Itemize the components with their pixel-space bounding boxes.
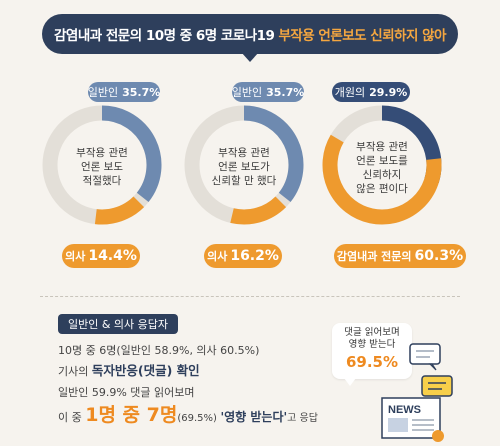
chart3-center-line: 신뢰하지 [362, 169, 402, 181]
survey-line4-big: 1명 중 7명 [85, 404, 178, 426]
chart1-top-pill: 일반인 35.7% [88, 82, 160, 102]
survey-line4-pct: (69.5%) [177, 413, 217, 424]
title-pointer [241, 52, 259, 62]
section-divider [40, 296, 460, 297]
chart2-arc-의사 [230, 196, 287, 225]
chart3-top-value: 29.9% [369, 85, 408, 99]
survey-line2: 기사의 독자반응(댓글) 확인 [58, 360, 200, 379]
chart2-bottom-name: 의사 [207, 250, 228, 263]
chart2-top-pill: 일반인 35.7% [232, 82, 304, 102]
survey-line4: 이 중 1명 중 7명(69.5%) '영향 받는다'고 응답 [58, 400, 318, 427]
title-part1: 감염내과 전문의 10명 중 6명 코로나19 [54, 28, 275, 44]
survey-line2-bold: 독자반응(댓글) 확인 [91, 363, 200, 378]
chart2-top-name: 일반인 [231, 86, 263, 99]
chart3-top-name: 개원의 [334, 86, 366, 99]
chart2-center-line: 부작용 관련 [218, 147, 270, 159]
news-illustration: NEWS [381, 343, 453, 442]
chart2-top-value: 35.7% [266, 85, 305, 99]
chart1-center-line: 적절했다 [82, 175, 122, 187]
bubble-text: 댓글 읽어보며 영향 받는다 [332, 323, 412, 351]
donut-charts [42, 105, 442, 225]
bubble-value: 69.5% [345, 353, 399, 371]
chart3-bottom-name: 감염내과 전문의 [336, 250, 412, 263]
survey-line2-pre: 기사의 [58, 365, 92, 378]
speech-bubble-yellow-icon [421, 375, 453, 397]
survey-line3: 일반인 59.9% 댓글 읽어보며 [58, 386, 195, 399]
news-label: NEWS [388, 404, 421, 416]
title-part2-highlight: 부작용 언론보도 신뢰하지 않아 [278, 28, 446, 44]
survey-line4-quote: '영향 받는다' [220, 410, 288, 424]
chart1-bottom-value: 14.4% [88, 248, 137, 264]
chart1-arc-의사 [94, 196, 145, 225]
bubble-text-line: 댓글 읽어보며 [344, 327, 400, 338]
comment-influence-bubble: 댓글 읽어보며 영향 받는다 69.5% [332, 323, 412, 386]
chart2-bottom-value: 16.2% [230, 248, 279, 264]
chart2-center-line: 신뢰할 만 했다 [211, 175, 277, 187]
chart3-top-pill: 개원의 29.9% [332, 82, 410, 102]
bubble-text-line: 영향 받는다 [348, 339, 396, 350]
chart1-top-name: 일반인 [87, 86, 119, 99]
chart1-center-line: 언론 보도 [81, 161, 123, 173]
survey-line4-pre: 이 중 [58, 411, 86, 424]
chart3-bottom-pill: 감염내과 전문의 60.3% [334, 244, 466, 268]
chart3-center-line: 않은 편이다 [356, 183, 408, 195]
title-banner: 감염내과 전문의 10명 중 6명 코로나19 부작용 언론보도 신뢰하지 않아 [42, 14, 458, 54]
chart2-bottom-pill: 의사 16.2% [204, 244, 282, 268]
chart1-bottom-name: 의사 [65, 250, 86, 263]
survey-line4-post: 고 응답 [287, 413, 318, 424]
chart1-arc-일반인 [101, 105, 162, 203]
newspaper-icon: NEWS [381, 397, 444, 442]
chart3-bottom-value: 60.3% [414, 248, 464, 264]
chart1-bottom-pill: 의사 14.4% [62, 244, 140, 268]
chart2-arc-일반인 [243, 105, 304, 203]
chart2-center-line: 언론 보도가 [218, 161, 270, 173]
speech-bubble-gray-icon [409, 343, 441, 371]
chart3-arc-감염내과 전문의 [322, 134, 442, 225]
respondent-label: 일반인 & 의사 응답자 [58, 314, 179, 334]
chart1-center-line: 부작용 관련 [76, 147, 128, 159]
chart1-top-value: 35.7% [122, 85, 161, 99]
survey-line1: 10명 중 6명(일반인 58.9%, 의사 60.5%) [58, 344, 260, 357]
chart3-center-line: 부작용 관련 [356, 141, 408, 153]
chart3-center-line: 언론 보도를 [356, 155, 408, 167]
